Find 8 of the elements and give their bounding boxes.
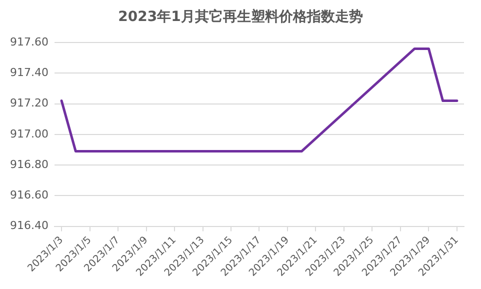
y-tick-label: 917.20 [10, 96, 48, 110]
y-tick-label: 917.60 [10, 35, 48, 48]
y-tick-label: 916.60 [10, 188, 48, 202]
y-tick-label: 916.80 [10, 158, 48, 171]
y-tick-label: 917.40 [10, 66, 48, 80]
y-tick-label: 917.00 [10, 127, 48, 140]
y-tick-label: 916.40 [10, 219, 48, 232]
chart-title: 2023年1月其它再生塑料价格指数走势 [117, 8, 364, 26]
